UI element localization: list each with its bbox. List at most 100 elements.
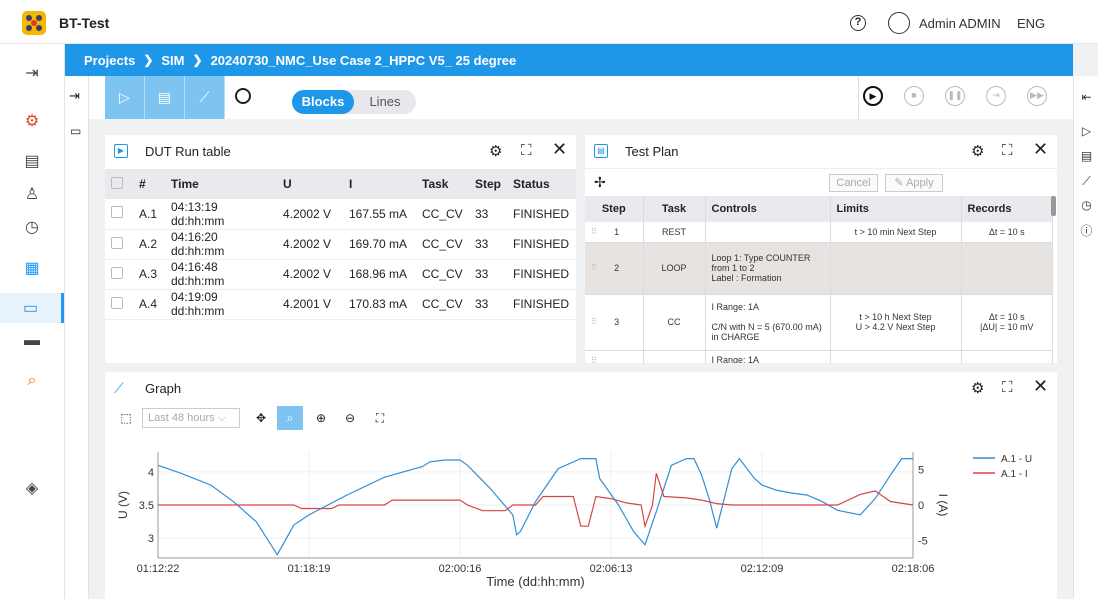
plan-cell-task: LOOP bbox=[643, 242, 706, 295]
box-zoom-icon[interactable]: ⌕ bbox=[277, 406, 303, 430]
zoom-in-icon[interactable]: ⊕ bbox=[315, 411, 327, 425]
drag-handle-icon[interactable]: ⠿ bbox=[591, 226, 597, 236]
user-avatar-icon[interactable] bbox=[888, 12, 910, 34]
drag-handle-icon[interactable]: ⠿ bbox=[591, 317, 597, 326]
column-header[interactable]: I bbox=[343, 169, 416, 199]
next-icon[interactable]: ▶▶ bbox=[1027, 86, 1047, 106]
row-select-cell[interactable] bbox=[105, 229, 133, 260]
table-row[interactable]: A.4 04:19:09 dd:hh:mm 4.2001 V 170.83 mA CC_… bbox=[105, 289, 576, 320]
search-folder-icon[interactable]: ⌕ bbox=[27, 372, 37, 389]
gear-icon[interactable]: ⚙ bbox=[971, 380, 985, 397]
reset-zoom-icon[interactable]: ⛶ bbox=[375, 410, 385, 425]
table-icon[interactable]: ▤ bbox=[24, 153, 40, 170]
row-checkbox[interactable] bbox=[111, 206, 123, 219]
clock-icon[interactable]: ◷ bbox=[1081, 198, 1092, 212]
table-row[interactable]: A.3 04:16:48 dd:hh:mm 4.2002 V 168.96 mA CC_… bbox=[105, 259, 576, 290]
select-all-checkbox[interactable] bbox=[111, 176, 123, 189]
blocks-toggle[interactable]: Blocks bbox=[292, 90, 354, 114]
graph-chart[interactable]: 01:12:22 01:18:19 02:00:16 02:06:13 02:12:09… bbox=[105, 372, 1057, 599]
chart-axes: 01:12:22 01:18:19 02:00:16 02:06:13 02:12:09… bbox=[116, 452, 950, 589]
column-header[interactable]: Task bbox=[643, 196, 706, 222]
close-icon[interactable]: ✕ bbox=[1033, 376, 1049, 396]
run-icon[interactable]: ▷ bbox=[1081, 124, 1092, 138]
plan-cell-limits: t > 10 h Next Step U > 4.2 V Next Step bbox=[830, 294, 962, 351]
column-header[interactable]: Limits bbox=[830, 196, 962, 222]
collapse-icon[interactable]: ⇤ bbox=[1081, 90, 1092, 104]
stop-icon[interactable]: ■ bbox=[904, 86, 924, 106]
column-header[interactable]: Step bbox=[469, 169, 508, 199]
row-checkbox[interactable] bbox=[111, 296, 123, 309]
breadcrumb-test[interactable]: 20240730_NMC_Use Case 2_HPPC V5_ 25 degr… bbox=[210, 52, 517, 68]
graph-view-button[interactable]: ⟋ bbox=[185, 76, 225, 119]
fullscreen-icon[interactable]: ⛶ bbox=[1002, 379, 1013, 396]
skip-icon[interactable]: ⇥ bbox=[986, 86, 1006, 106]
row-checkbox[interactable] bbox=[111, 266, 123, 279]
expand-panel-icon[interactable]: ⇥ bbox=[69, 88, 80, 103]
column-header[interactable]: Step bbox=[585, 196, 644, 222]
plan-row[interactable]: ⠿ 2 LOOP Loop 1: Type COUNTER from 1 to 2 L… bbox=[585, 242, 1053, 295]
lines-toggle[interactable]: Lines bbox=[369, 94, 401, 109]
select-all-header[interactable] bbox=[105, 169, 133, 199]
plan-view-button[interactable]: ▤ bbox=[145, 76, 185, 119]
test-plan-table: Step Task Controls Limits Records ⠿ 1 REST… bbox=[585, 196, 1053, 363]
row-select-cell[interactable] bbox=[105, 289, 133, 320]
row-select-cell[interactable] bbox=[105, 199, 133, 230]
column-header[interactable]: Time bbox=[165, 169, 277, 199]
row-checkbox[interactable] bbox=[111, 236, 123, 249]
table-cell: CC_CV bbox=[416, 259, 469, 290]
expand-menu-icon[interactable]: ⇥ bbox=[25, 65, 39, 82]
move-icon[interactable]: ✢ bbox=[594, 174, 606, 190]
column-header[interactable]: Controls bbox=[705, 196, 831, 222]
legend-label: A.1 - U bbox=[1001, 454, 1032, 465]
plan-icon[interactable]: ▤ bbox=[1080, 149, 1093, 163]
history-icon[interactable]: ◷ bbox=[25, 219, 39, 236]
column-header[interactable]: Task bbox=[416, 169, 469, 199]
play-icon[interactable]: ▶ bbox=[863, 86, 883, 106]
pan-icon[interactable]: ✥ bbox=[255, 411, 267, 425]
drag-handle-icon[interactable]: ⠿ bbox=[591, 263, 597, 272]
help-icon[interactable]: ? bbox=[850, 15, 866, 31]
zoom-out-icon[interactable]: ⊖ bbox=[344, 411, 356, 425]
gear-icon[interactable]: ⚙ bbox=[971, 143, 985, 160]
folder-icon[interactable]: ▭ bbox=[70, 124, 82, 138]
device-icon[interactable]: ▬ bbox=[24, 332, 40, 349]
fullscreen-icon[interactable]: ⛶ bbox=[521, 142, 532, 159]
info-icon[interactable]: ⓘ bbox=[1080, 224, 1093, 238]
column-header[interactable]: U bbox=[277, 169, 343, 199]
clock-icon[interactable] bbox=[235, 88, 251, 104]
run-view-button[interactable]: ▷ bbox=[105, 76, 145, 119]
plan-step-value: 2 bbox=[614, 263, 620, 273]
row-select-cell[interactable] bbox=[105, 259, 133, 290]
y-left-tick-label: 4 bbox=[148, 467, 154, 479]
close-icon[interactable]: ✕ bbox=[1033, 139, 1049, 159]
drag-handle-icon[interactable]: ⠿ bbox=[591, 355, 597, 364]
breadcrumb-sim[interactable]: SIM bbox=[161, 52, 185, 68]
fullscreen-icon[interactable]: ⛶ bbox=[1002, 142, 1013, 159]
column-header[interactable]: # bbox=[133, 169, 165, 199]
column-header[interactable]: Records bbox=[961, 196, 1053, 222]
apply-button[interactable]: ✎ Apply bbox=[885, 174, 943, 192]
user-settings-icon[interactable]: ⚙ bbox=[24, 113, 40, 130]
column-header[interactable]: Status bbox=[507, 169, 576, 199]
table-row[interactable]: A.2 04:16:20 dd:hh:mm 4.2002 V 169.70 mA CC_… bbox=[105, 229, 576, 260]
gear-icon[interactable]: ⚙ bbox=[489, 143, 503, 160]
close-icon[interactable]: ✕ bbox=[552, 139, 568, 159]
scrollbar[interactable] bbox=[1051, 196, 1056, 216]
user-icon[interactable]: ♙ bbox=[24, 186, 40, 203]
folder-icon[interactable]: ▭ bbox=[0, 293, 64, 323]
clipboard-icon[interactable]: ▦ bbox=[24, 260, 40, 277]
user-name[interactable]: Admin ADMIN bbox=[919, 16, 1001, 31]
plan-row[interactable]: ⠿ 3 CC I Range: 1A C/N with N = 5 (670.00 m… bbox=[585, 294, 1053, 351]
table-cell: 169.70 mA bbox=[343, 229, 416, 260]
cancel-button[interactable]: Cancel bbox=[829, 174, 878, 192]
plan-row[interactable]: ⠿ I Range: 1A bbox=[585, 350, 1053, 363]
select-range-icon[interactable]: ⬚ bbox=[120, 411, 132, 425]
language-selector[interactable]: ENG bbox=[1017, 16, 1046, 31]
time-range-select[interactable]: Last 48 hours ⌵ bbox=[142, 408, 240, 428]
graph-icon[interactable]: ⟋ bbox=[1082, 174, 1091, 188]
view-icon[interactable]: ◈ bbox=[25, 480, 39, 497]
table-row[interactable]: A.1 04:13:19 dd:hh:mm 4.2002 V 167.55 mA CC_… bbox=[105, 199, 576, 230]
breadcrumb-projects[interactable]: Projects bbox=[84, 52, 136, 68]
pause-icon[interactable]: ❚❚ bbox=[945, 86, 965, 106]
plan-row[interactable]: ⠿ 1 REST t > 10 min Next Step Δt = 10 s bbox=[585, 222, 1053, 243]
